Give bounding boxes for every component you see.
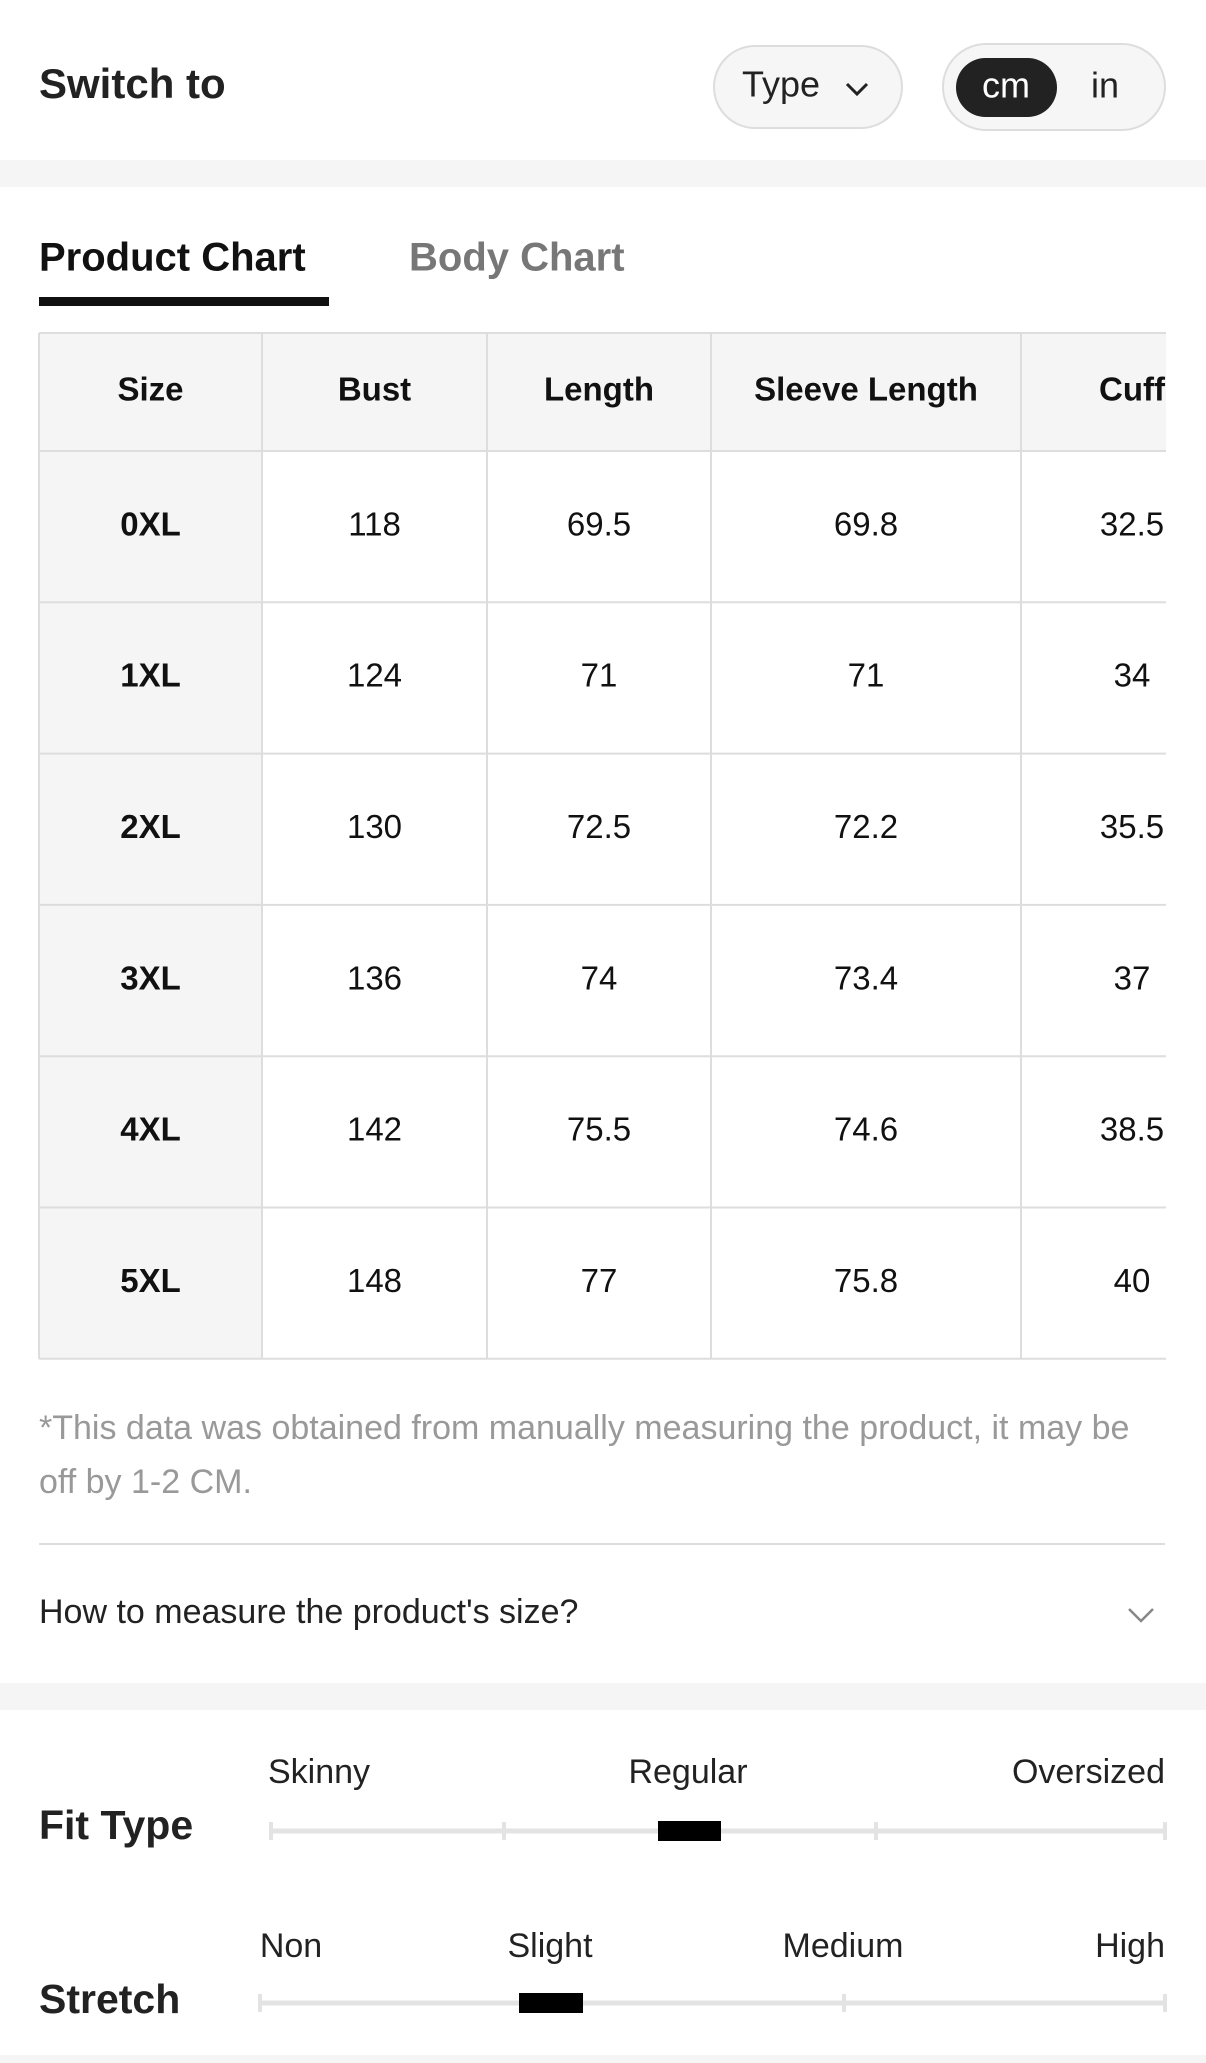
cell: 74.6 [834, 1111, 898, 1148]
cell: 32.5 [1100, 505, 1164, 542]
unit-cm[interactable]: cm [982, 65, 1030, 106]
cell: 148 [347, 1262, 402, 1299]
scale-label: Skinny [268, 1753, 370, 1791]
size-cell: 1XL [120, 657, 181, 694]
expand-icon[interactable] [1128, 1608, 1154, 1623]
fit-label: Stretch [39, 1976, 180, 2022]
fit-label: Fit Type [39, 1802, 193, 1848]
cell: 77 [581, 1262, 618, 1299]
size-table: Size Bust Length Sleeve Length Cuff 0XL 118 69.… [38, 332, 1166, 1360]
column-header: Sleeve Length [754, 371, 978, 408]
scale-label: Non [260, 1927, 322, 1965]
cell: 75.5 [567, 1111, 631, 1148]
cell: 72.5 [567, 808, 631, 845]
size-col-bg [39, 333, 262, 1359]
tab-underline [39, 297, 329, 306]
cell: 71 [581, 657, 618, 694]
cell: 72.2 [834, 808, 898, 845]
scale-label: Regular [628, 1753, 747, 1791]
cell: 34 [1114, 657, 1151, 694]
unit-active[interactable] [956, 58, 1057, 117]
cell: 35.5 [1100, 808, 1164, 845]
cell: 74 [581, 959, 618, 996]
column-header: Cuff [1099, 371, 1166, 408]
cell: 40 [1114, 1262, 1151, 1299]
cell: 37 [1114, 959, 1151, 996]
cell: 69.5 [567, 505, 631, 542]
band [0, 160, 1206, 187]
type-label[interactable]: Type [742, 64, 820, 105]
cell: 71 [848, 657, 885, 694]
column-header: Size [117, 371, 183, 408]
column-header: Length [544, 371, 654, 408]
band [0, 1683, 1206, 1710]
size-cell: 2XL [120, 808, 181, 845]
cell: 124 [347, 657, 402, 694]
size-cell: 5XL [120, 1262, 181, 1299]
switch-title: Switch to [39, 60, 226, 107]
marker [658, 1821, 721, 1841]
measure-link[interactable]: How to measure the product's size? [39, 1593, 578, 1631]
scale-label: Medium [783, 1927, 904, 1965]
tab-active[interactable]: Product Chart [39, 236, 306, 280]
tab[interactable]: Body Chart [409, 236, 625, 280]
band [0, 2055, 1206, 2063]
note: *This data was obtained from manually me… [39, 1409, 1130, 1501]
size-cell: 4XL [120, 1111, 181, 1148]
scale-label: High [1095, 1927, 1165, 1965]
cell: 38.5 [1100, 1111, 1164, 1148]
marker [519, 1993, 583, 2013]
cell: 73.4 [834, 959, 898, 996]
cell: 69.8 [834, 505, 898, 542]
cell: 130 [347, 808, 402, 845]
fit-section: Fit Type Skinny Regular Oversized Stretch Non… [39, 1753, 1167, 2022]
cell: 136 [347, 959, 402, 996]
cell: 75.8 [834, 1262, 898, 1299]
scale-label: Oversized [1012, 1753, 1165, 1791]
cell: 118 [348, 505, 401, 542]
scale-label: Slight [507, 1927, 593, 1965]
size-cell: 3XL [120, 959, 181, 996]
type-button[interactable] [713, 45, 903, 129]
column-header: Bust [338, 371, 411, 408]
size-cell: 0XL [120, 505, 181, 542]
cell: 142 [347, 1111, 402, 1148]
chevron [845, 82, 869, 97]
unit-in[interactable]: in [1091, 65, 1119, 106]
